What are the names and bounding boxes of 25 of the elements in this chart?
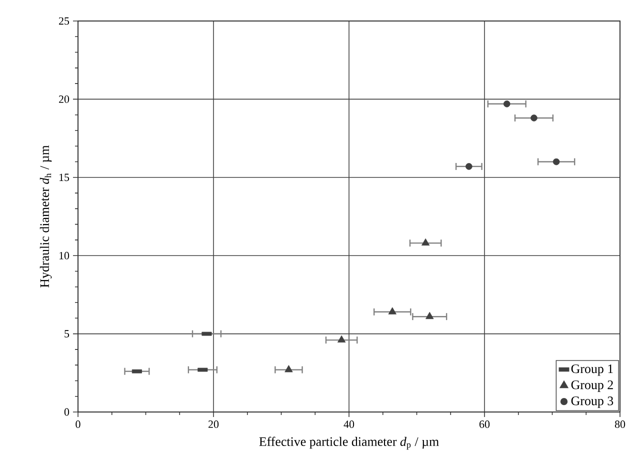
y-tick-label: 5 (64, 330, 70, 338)
legend-label: Group 1 (571, 364, 613, 376)
y-tick-label: 0 (64, 408, 70, 416)
x-tick-label: 40 (344, 420, 354, 428)
x-tick-label: 80 (614, 420, 626, 428)
y-tick-label: 20 (59, 96, 70, 103)
point (421, 238, 430, 246)
point (284, 365, 293, 372)
legend-label: Group 3 (571, 396, 614, 408)
y-axis-title: Hydraulic diameter d$_{h}$ / µm (40, 145, 52, 288)
point (388, 307, 396, 314)
y-tick-label: 15 (59, 174, 70, 182)
y-tick-label: 25 (59, 17, 70, 25)
x-tick-label: 0 (76, 420, 80, 428)
point (503, 100, 510, 108)
point (337, 335, 346, 342)
legend-label: Group 2 (571, 380, 613, 392)
x-tick-label: 60 (479, 420, 490, 428)
x-tick-label: 20 (208, 420, 219, 428)
point (426, 312, 434, 320)
x-axis-title: Effective particle diameter d$_{p}$ / µm (259, 436, 439, 450)
point (552, 158, 560, 166)
y-tick-label: 10 (59, 252, 70, 260)
point (466, 163, 472, 170)
point (530, 114, 538, 122)
